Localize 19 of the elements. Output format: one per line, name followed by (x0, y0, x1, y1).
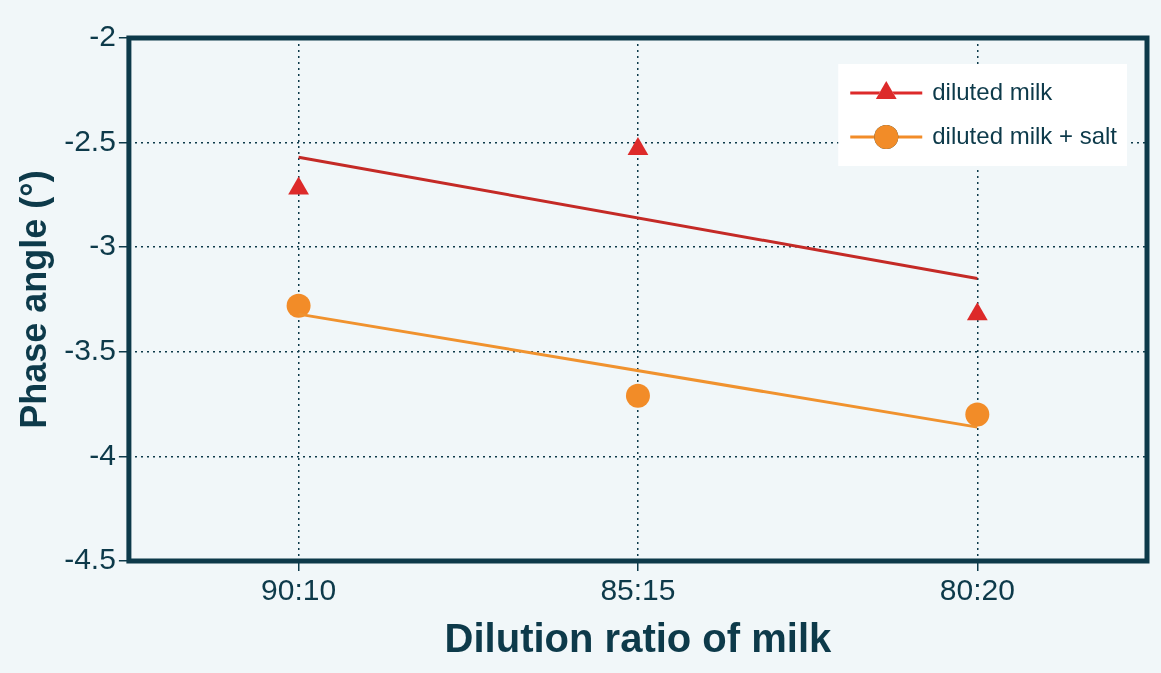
y-tick-label: -2 (89, 19, 116, 53)
y-tick-label: -4.5 (64, 542, 116, 576)
point (625, 383, 650, 408)
point (966, 302, 988, 321)
x-tick-label: 80:20 (939, 573, 1015, 607)
x-axis-title: Dilution ratio of milk (444, 616, 833, 661)
y-tick-label: -3 (89, 228, 116, 262)
y-tick-label: -2.5 (64, 123, 116, 157)
point (286, 293, 311, 318)
legend-label: diluted milk (932, 77, 1054, 105)
y-tick-label: -4 (89, 437, 116, 471)
y-axis-title: Phase angle (°) (12, 170, 54, 429)
point (965, 402, 990, 427)
legend-label: diluted milk + salt (932, 121, 1118, 149)
y-tick-label: -3.5 (64, 333, 116, 367)
x-tick-label: 90:10 (261, 573, 337, 607)
point (288, 176, 309, 195)
point (627, 136, 649, 155)
x-tick-label: 85:15 (600, 573, 676, 607)
